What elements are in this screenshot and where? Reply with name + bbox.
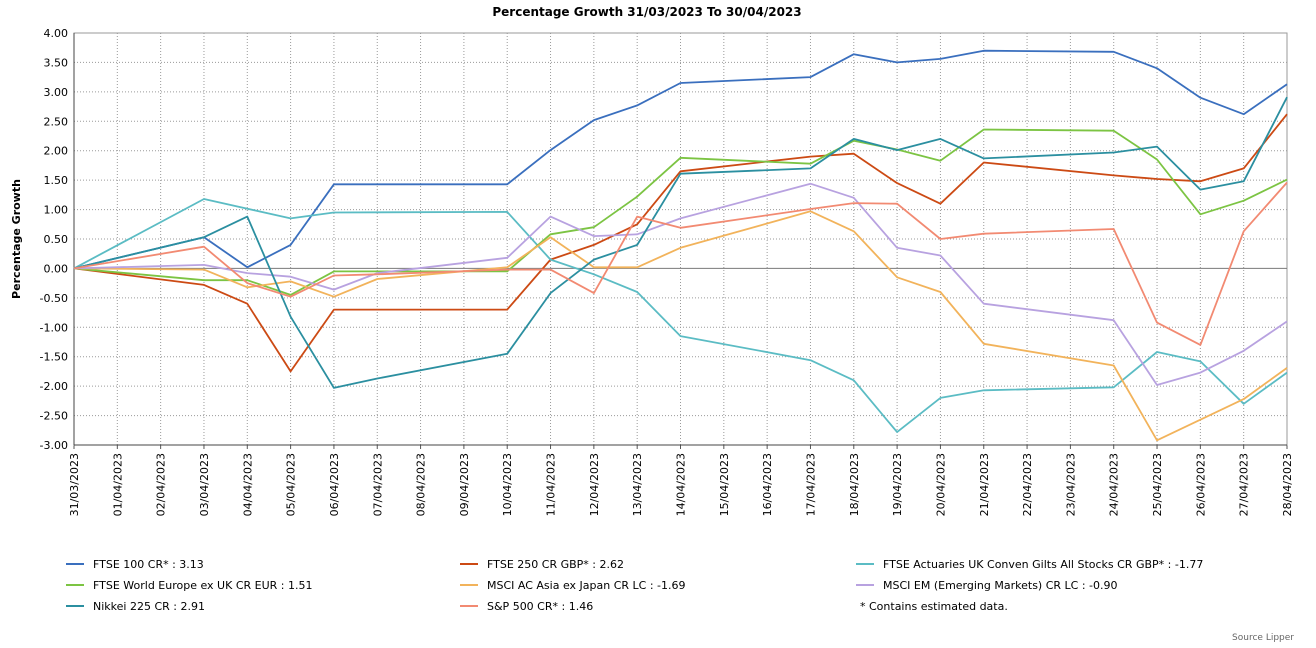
series-line (73, 113, 1288, 373)
y-tick-label: 1.00 (44, 204, 69, 217)
legend-entry: S&P 500 CR* : 1.46 (487, 600, 593, 613)
x-tick-label: 22/04/2023 (1021, 453, 1034, 516)
y-tick-label: 4.00 (44, 27, 69, 40)
x-tick-label: 09/04/2023 (458, 453, 471, 516)
x-tick-label: 24/04/2023 (1108, 453, 1121, 516)
legend: FTSE 100 CR* : 3.13 FTSE 250 CR GBP* : 2.… (66, 558, 1203, 613)
x-tick-label: 10/04/2023 (501, 453, 514, 516)
source-label: Source Lipper (1232, 633, 1294, 643)
legend-entry: Nikkei 225 CR : 2.91 (93, 600, 205, 613)
legend-entry: MSCI EM (Emerging Markets) CR LC : -0.90 (883, 579, 1118, 592)
x-tick-label: 28/04/2023 (1281, 453, 1294, 516)
x-tick-label: 16/04/2023 (761, 453, 774, 516)
series-line (73, 198, 1288, 434)
x-tick-label: 04/04/2023 (241, 453, 254, 516)
x-tick-label: 13/04/2023 (631, 453, 644, 516)
x-tick-label: 07/04/2023 (371, 453, 384, 516)
x-tick-label: 08/04/2023 (415, 453, 428, 516)
series-line (73, 128, 1288, 296)
series-line (73, 181, 1288, 346)
y-tick-label: 0.50 (44, 233, 69, 246)
series-line (73, 49, 1288, 270)
series-line (73, 182, 1288, 386)
series-line (73, 210, 1288, 442)
x-tick-label: 01/04/2023 (111, 453, 124, 516)
series-line (73, 96, 1288, 389)
x-tick-label: 20/04/2023 (934, 453, 947, 516)
y-tick-label: -1.00 (40, 321, 68, 334)
y-tick-label: -1.50 (40, 351, 68, 364)
y-tick-label: 2.00 (44, 145, 69, 158)
x-tick-label: 12/04/2023 (588, 453, 601, 516)
series-lines (73, 49, 1288, 442)
chart-title: Percentage Growth 31/03/2023 To 30/04/20… (492, 5, 801, 19)
estimated-data-footnote: * Contains estimated data. (860, 600, 1008, 613)
x-tick-label: 26/04/2023 (1194, 453, 1207, 516)
legend-entry: FTSE Actuaries UK Conven Gilts All Stock… (883, 558, 1203, 571)
x-tick-label: 05/04/2023 (285, 453, 298, 516)
x-tick-label: 18/04/2023 (848, 453, 861, 516)
x-tick-label: 23/04/2023 (1064, 453, 1077, 516)
x-tick-label: 21/04/2023 (978, 453, 991, 516)
y-axis-label: Percentage Growth (10, 179, 23, 299)
x-tick-label: 27/04/2023 (1238, 453, 1251, 516)
y-tick-label: -3.00 (40, 439, 68, 452)
legend-entry: MSCI AC Asia ex Japan CR LC : -1.69 (487, 579, 686, 592)
y-tick-label: 0.00 (44, 262, 69, 275)
x-tick-label: 11/04/2023 (545, 453, 558, 516)
y-tick-label: 1.50 (44, 174, 69, 187)
y-tick-label: 3.50 (44, 56, 69, 69)
x-tick-label: 15/04/2023 (718, 453, 731, 516)
y-tick-label: 3.00 (44, 86, 69, 99)
x-tick-label: 06/04/2023 (328, 453, 341, 516)
axes: 4.00 3.50 3.00 2.50 2.00 1.50 1.00 0.50 0.00 -0.5… (40, 27, 1294, 516)
x-tick-label: 03/04/2023 (198, 453, 211, 516)
x-tick-label: 25/04/2023 (1151, 453, 1164, 516)
y-tick-label: 2.50 (44, 115, 69, 128)
legend-entry: FTSE 100 CR* : 3.13 (93, 558, 204, 571)
grid-lines (74, 32, 1287, 446)
legend-entry: FTSE World Europe ex UK CR EUR : 1.51 (93, 579, 312, 592)
y-tick-label: -2.50 (40, 410, 68, 423)
x-tick-label: 19/04/2023 (891, 453, 904, 516)
x-tick-label: 31/03/2023 (68, 453, 81, 516)
y-tick-label: -2.00 (40, 380, 68, 393)
y-tick-label: -0.50 (40, 292, 68, 305)
legend-entry: FTSE 250 CR GBP* : 2.62 (487, 558, 624, 571)
x-tick-label: 17/04/2023 (804, 453, 817, 516)
x-tick-label: 02/04/2023 (155, 453, 168, 516)
x-tick-label: 14/04/2023 (675, 453, 688, 516)
